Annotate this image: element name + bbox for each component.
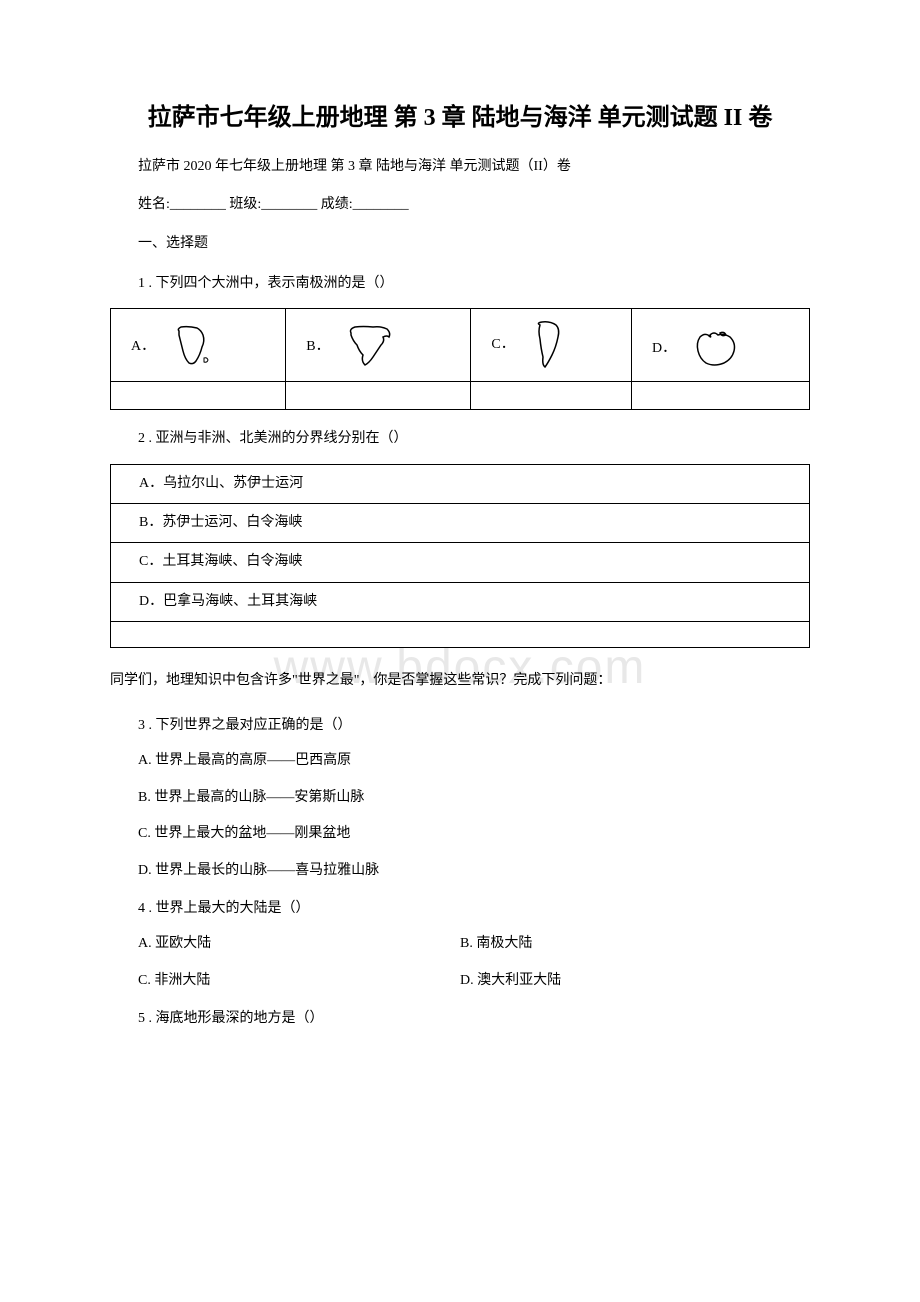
- q1-option-a: A．: [111, 309, 286, 382]
- q2-option-a: A．乌拉尔山、苏伊士运河: [111, 464, 810, 503]
- empty-cell: [111, 622, 810, 648]
- south-america-icon: [528, 319, 568, 371]
- q2-option-d: D．巴拿马海峡、土耳其海峡: [111, 582, 810, 621]
- section-header: 一、选择题: [110, 233, 810, 255]
- q3-option-a: A. 世界上最高的高原——巴西高原: [110, 750, 810, 772]
- page-title: 拉萨市七年级上册地理 第 3 章 陆地与海洋 单元测试题 II 卷: [110, 100, 810, 136]
- empty-cell: [471, 382, 632, 410]
- q2-option-c: C．土耳其海峡、白令海峡: [111, 543, 810, 582]
- empty-cell: [286, 382, 471, 410]
- q3-option-d: D. 世界上最长的山脉——喜马拉雅山脉: [110, 860, 810, 882]
- empty-cell: [631, 382, 809, 410]
- question-5: 5 . 海底地形最深的地方是（）: [110, 1006, 810, 1031]
- q1-opt-a-label: A．: [131, 340, 155, 355]
- q1-option-c: C．: [471, 309, 632, 382]
- q2-option-b: B．苏伊士运河、白令海峡: [111, 503, 810, 542]
- form-header: 姓名:________ 班级:________ 成绩:________: [110, 194, 810, 216]
- empty-cell: [111, 382, 286, 410]
- q4-option-b: B. 南极大陆: [460, 933, 810, 955]
- q4-option-c: C. 非洲大陆: [110, 970, 460, 992]
- q1-option-table: A． B． C． D．: [110, 308, 810, 410]
- q1-opt-c-label: C．: [491, 338, 514, 353]
- q4-option-d: D. 澳大利亚大陆: [460, 970, 810, 992]
- question-3: 3 . 下列世界之最对应正确的是（）: [110, 713, 810, 738]
- q3-option-b: B. 世界上最高的山脉——安第斯山脉: [110, 787, 810, 809]
- q3-option-c: C. 世界上最大的盆地——刚果盆地: [110, 823, 810, 845]
- question-4: 4 . 世界上最大的大陆是（）: [110, 896, 810, 921]
- subtitle: 拉萨市 2020 年七年级上册地理 第 3 章 陆地与海洋 单元测试题（II）卷: [110, 156, 810, 178]
- q1-option-d: D．: [631, 309, 809, 382]
- north-america-icon: [343, 323, 401, 371]
- q1-option-b: B．: [286, 309, 471, 382]
- context-paragraph: 同学们，地理知识中包含许多"世界之最"，你是否掌握这些常识？完成下列问题：: [110, 668, 810, 693]
- q4-option-a: A. 亚欧大陆: [110, 933, 460, 955]
- africa-icon: [169, 323, 219, 371]
- q1-opt-b-label: B．: [306, 340, 329, 355]
- question-1: 1 . 下列四个大洲中，表示南极洲的是（）: [110, 271, 810, 296]
- q2-option-table: A．乌拉尔山、苏伊士运河 B．苏伊士运河、白令海峡 C．土耳其海峡、白令海峡 D…: [110, 464, 810, 649]
- q1-opt-d-label: D．: [652, 342, 676, 357]
- antarctica-icon: [690, 327, 742, 371]
- question-2: 2 . 亚洲与非洲、北美洲的分界线分别在（）: [110, 426, 810, 451]
